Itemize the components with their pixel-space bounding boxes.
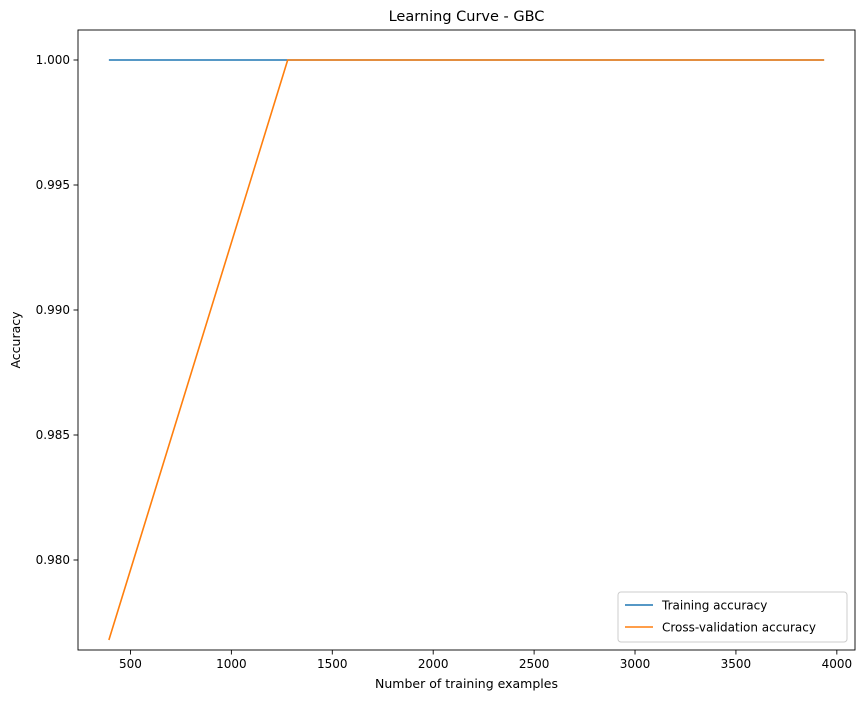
x-tick-label: 2500 — [519, 657, 550, 671]
y-tick-label: 0.995 — [36, 178, 70, 192]
x-tick-label: 4000 — [822, 657, 853, 671]
x-tick-label: 3500 — [721, 657, 752, 671]
legend: Training accuracy Cross-validation accura… — [617, 591, 848, 643]
series-line-1 — [108, 59, 825, 641]
legend-label-0: Training accuracy — [661, 599, 767, 613]
x-tick-label: 1000 — [216, 657, 247, 671]
x-tick-label: 1500 — [317, 657, 348, 671]
x-tick-label: 3000 — [620, 657, 651, 671]
x-tick-label: 2000 — [418, 657, 449, 671]
y-tick-label: 0.990 — [36, 303, 70, 317]
plot-area — [108, 59, 825, 641]
y-tick-label: 0.985 — [36, 428, 70, 442]
axes: 500 1000 1500 2000 2500 3000 3500 4000 0.980 0.98… — [36, 29, 856, 671]
legend-box — [617, 591, 848, 643]
chart-title: Learning Curve - GBC — [389, 9, 545, 25]
y-tick-label: 0.980 — [36, 553, 70, 567]
axes-frame — [77, 29, 856, 651]
x-tick-label: 500 — [119, 657, 142, 671]
y-axis-label: Accuracy — [8, 311, 23, 369]
y-tick-label: 1.000 — [36, 53, 70, 67]
legend-label-1: Cross-validation accuracy — [662, 621, 816, 635]
x-axis-label: Number of training examples — [375, 676, 558, 691]
